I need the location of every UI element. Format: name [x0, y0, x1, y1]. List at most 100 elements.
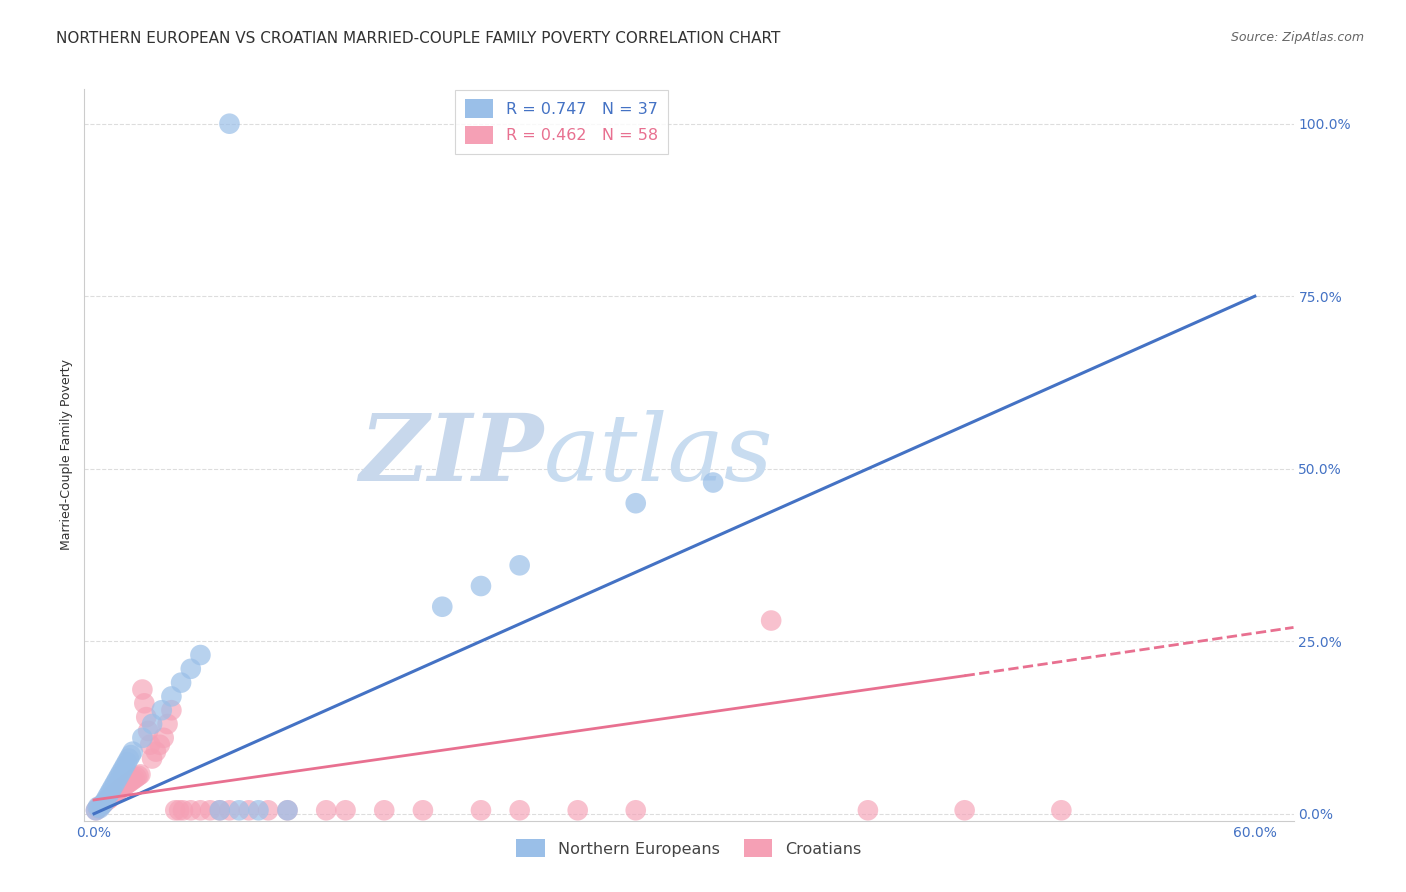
Point — [257, 803, 280, 817]
Point — [136, 723, 159, 738]
Point — [139, 738, 162, 752]
Point — [208, 803, 231, 817]
Point — [87, 800, 110, 814]
Point — [131, 682, 153, 697]
Point — [470, 803, 492, 817]
Point — [624, 496, 647, 510]
Point — [160, 690, 183, 704]
Point — [89, 800, 111, 814]
Point — [115, 755, 138, 769]
Point — [953, 803, 976, 817]
Point — [98, 786, 121, 800]
Point — [624, 803, 647, 817]
Point — [103, 788, 125, 802]
Point — [141, 717, 163, 731]
Point — [105, 772, 128, 787]
Point — [103, 779, 125, 793]
Point — [94, 794, 117, 808]
Point — [190, 803, 212, 817]
Text: Source: ZipAtlas.com: Source: ZipAtlas.com — [1230, 31, 1364, 45]
Point — [100, 782, 122, 797]
Point — [134, 696, 156, 710]
Point — [125, 770, 148, 784]
Point — [97, 793, 120, 807]
Point — [112, 762, 135, 776]
Point — [118, 775, 141, 789]
Point — [702, 475, 724, 490]
Point — [120, 774, 142, 789]
Point — [373, 803, 395, 817]
Point — [128, 769, 150, 783]
Point — [141, 751, 163, 765]
Point — [160, 703, 183, 717]
Point — [121, 745, 143, 759]
Point — [94, 793, 117, 807]
Point — [124, 772, 146, 786]
Point — [218, 117, 240, 131]
Point — [104, 786, 127, 800]
Point — [152, 731, 174, 745]
Point — [93, 797, 115, 811]
Point — [509, 558, 531, 573]
Point — [118, 751, 141, 765]
Point — [121, 772, 143, 787]
Point — [218, 803, 240, 817]
Point — [84, 803, 107, 817]
Point — [856, 803, 879, 817]
Point — [105, 785, 128, 799]
Point — [149, 738, 172, 752]
Point — [247, 803, 270, 817]
Point — [131, 731, 153, 745]
Point — [108, 782, 131, 797]
Point — [180, 662, 202, 676]
Point — [112, 780, 135, 794]
Point — [567, 803, 589, 817]
Text: ZIP: ZIP — [360, 410, 544, 500]
Point — [129, 767, 152, 781]
Point — [238, 803, 260, 817]
Point — [98, 791, 121, 805]
Point — [97, 789, 120, 804]
Point — [114, 758, 136, 772]
Point — [145, 745, 167, 759]
Text: NORTHERN EUROPEAN VS CROATIAN MARRIED-COUPLE FAMILY POVERTY CORRELATION CHART: NORTHERN EUROPEAN VS CROATIAN MARRIED-CO… — [56, 31, 780, 46]
Point — [110, 781, 132, 796]
Point — [115, 777, 138, 791]
Point — [110, 765, 132, 780]
Point — [276, 803, 298, 817]
Y-axis label: Married-Couple Family Poverty: Married-Couple Family Poverty — [60, 359, 73, 550]
Point — [108, 769, 131, 783]
Point — [156, 717, 179, 731]
Point — [100, 789, 122, 804]
Text: atlas: atlas — [544, 410, 773, 500]
Point — [167, 803, 190, 817]
Point — [89, 801, 111, 815]
Point — [759, 614, 782, 628]
Point — [509, 803, 531, 817]
Point — [208, 803, 231, 817]
Point — [104, 775, 127, 789]
Point — [150, 703, 173, 717]
Point — [114, 779, 136, 793]
Point — [180, 803, 202, 817]
Point — [84, 803, 107, 817]
Point — [198, 803, 221, 817]
Point — [228, 803, 250, 817]
Point — [170, 675, 193, 690]
Legend: Northern Europeans, Croatians: Northern Europeans, Croatians — [510, 832, 868, 863]
Point — [276, 803, 298, 817]
Point — [470, 579, 492, 593]
Point — [315, 803, 337, 817]
Point — [90, 798, 112, 813]
Point — [432, 599, 454, 614]
Point — [87, 801, 110, 815]
Point — [172, 803, 194, 817]
Point — [90, 797, 112, 812]
Point — [412, 803, 434, 817]
Point — [120, 748, 142, 763]
Point — [1050, 803, 1073, 817]
Point — [165, 803, 187, 817]
Point — [335, 803, 357, 817]
Point — [135, 710, 157, 724]
Point — [190, 648, 212, 662]
